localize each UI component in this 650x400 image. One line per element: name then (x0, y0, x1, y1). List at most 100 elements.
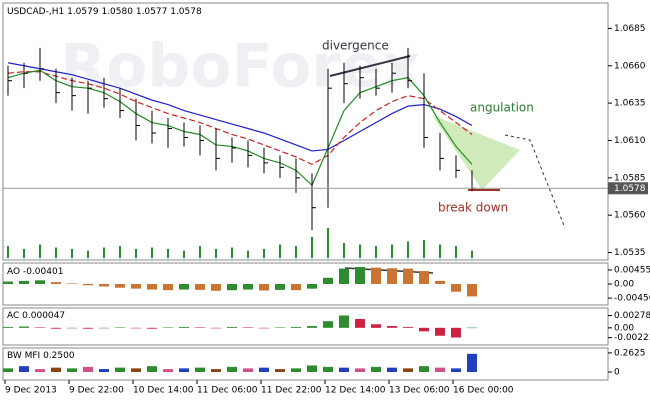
y-tick-label: 1.0585 (614, 173, 646, 183)
quote: 1.0577 (136, 7, 168, 17)
main-panel (2, 2, 609, 261)
histogram-bar (211, 369, 221, 372)
histogram-bar (419, 366, 429, 372)
histogram-bar (323, 366, 333, 372)
histogram-bar (147, 366, 157, 372)
histogram-bar (355, 267, 365, 284)
histogram-bar (259, 284, 269, 291)
histogram-bar (419, 327, 429, 332)
symbol-header: USDCAD-,H1 1.0579 1.0580 1.0577 1.0578 (7, 7, 202, 17)
x-tick-label: 11 Dec 22:00 (261, 386, 322, 396)
histogram-bar (451, 368, 461, 372)
y-tick-label: 0.00 (614, 280, 634, 290)
histogram-bar (131, 284, 141, 289)
histogram-bar (371, 324, 381, 328)
x-tick-label: 16 Dec 00:00 (453, 386, 514, 396)
histogram-bar (451, 284, 461, 292)
y-tick-label: -0.00223 (614, 333, 650, 343)
ac-panel (2, 307, 609, 346)
histogram-bar (99, 369, 109, 372)
moving-average (7, 69, 473, 187)
histogram-bar (19, 280, 29, 284)
indicator-name: AC (7, 311, 19, 321)
histogram-bar (467, 327, 477, 329)
x-tick-label: 9 Dec 22:00 (69, 386, 124, 396)
histogram-bar (19, 366, 29, 372)
histogram-bar (115, 284, 125, 288)
y-tick-label: 1.0560 (614, 211, 646, 221)
histogram-bar (147, 284, 157, 290)
x-tick-label: 12 Dec 14:00 (325, 386, 386, 396)
histogram-bar (131, 327, 141, 329)
histogram-bar (83, 284, 93, 286)
current-price-box (608, 182, 648, 195)
y-tick-label: 1.0535 (614, 248, 646, 258)
histogram-bar (35, 369, 45, 372)
histogram-bar (291, 368, 301, 372)
histogram-bar (179, 326, 189, 328)
histogram-bar (355, 319, 365, 328)
mfi-panel (2, 347, 609, 381)
histogram-bar (307, 365, 317, 372)
histogram-bar (339, 268, 349, 284)
quote: 1.0580 (101, 7, 133, 17)
histogram-bar (35, 327, 45, 328)
histogram-bar (3, 368, 13, 372)
x-tick-label: 11 Dec 06:00 (197, 386, 258, 396)
histogram-bar (307, 326, 317, 328)
current-price-label: 1.0578 (614, 184, 646, 194)
x-tick-label: 10 Dec 14:00 (133, 386, 194, 396)
projection-line (504, 134, 566, 229)
histogram-bar (243, 284, 253, 290)
histogram-bar (115, 367, 125, 372)
histogram-bar (115, 327, 125, 328)
indicator-header: BW MFI 0.2500 (7, 351, 75, 361)
histogram-bar (163, 284, 173, 291)
histogram-bar (3, 326, 13, 328)
histogram-bar (51, 327, 61, 329)
angulation-area (432, 115, 520, 190)
histogram-bar (19, 326, 29, 328)
indicator-value: -0.00401 (23, 267, 63, 277)
histogram-bar (99, 327, 109, 329)
histogram-bar (435, 367, 445, 372)
indicator-value: 0.000047 (22, 311, 65, 321)
histogram-bar (403, 326, 413, 328)
indicator-header: AO -0.00401 (7, 267, 63, 277)
x-tick-label: 9 Dec 2013 (5, 386, 57, 396)
histogram-bar (67, 368, 77, 372)
histogram-bar (51, 367, 61, 372)
annotation: angulation (470, 101, 534, 115)
indicator-name: AO (7, 267, 20, 277)
histogram-bar (419, 271, 429, 284)
histogram-bar (467, 353, 477, 372)
histogram-bar (147, 327, 157, 329)
annotation: divergence (322, 39, 389, 53)
histogram-bar (243, 327, 253, 328)
histogram-bar (243, 368, 253, 372)
histogram-bar (179, 284, 189, 290)
histogram-bar (387, 367, 397, 372)
histogram-bar (259, 327, 269, 329)
histogram-bar (163, 369, 173, 372)
histogram-bar (403, 268, 413, 284)
histogram-bar (67, 327, 77, 329)
histogram-bar (371, 267, 381, 284)
histogram-bar (467, 284, 477, 297)
y-tick-label: -0.00456 (614, 294, 650, 304)
y-tick-label: 0.002786 (614, 311, 650, 321)
histogram-bar (195, 284, 205, 290)
histogram-bar (435, 327, 445, 336)
histogram-bar (99, 284, 109, 287)
histogram-bar (275, 327, 285, 328)
histogram-bar (179, 368, 189, 372)
quote: 1.0578 (170, 7, 202, 17)
histogram-bar (211, 284, 221, 291)
histogram-bar (227, 284, 237, 291)
histogram-bar (35, 280, 45, 284)
histogram-bar (339, 367, 349, 372)
histogram-bar (83, 366, 93, 372)
histogram-bar (51, 282, 61, 284)
